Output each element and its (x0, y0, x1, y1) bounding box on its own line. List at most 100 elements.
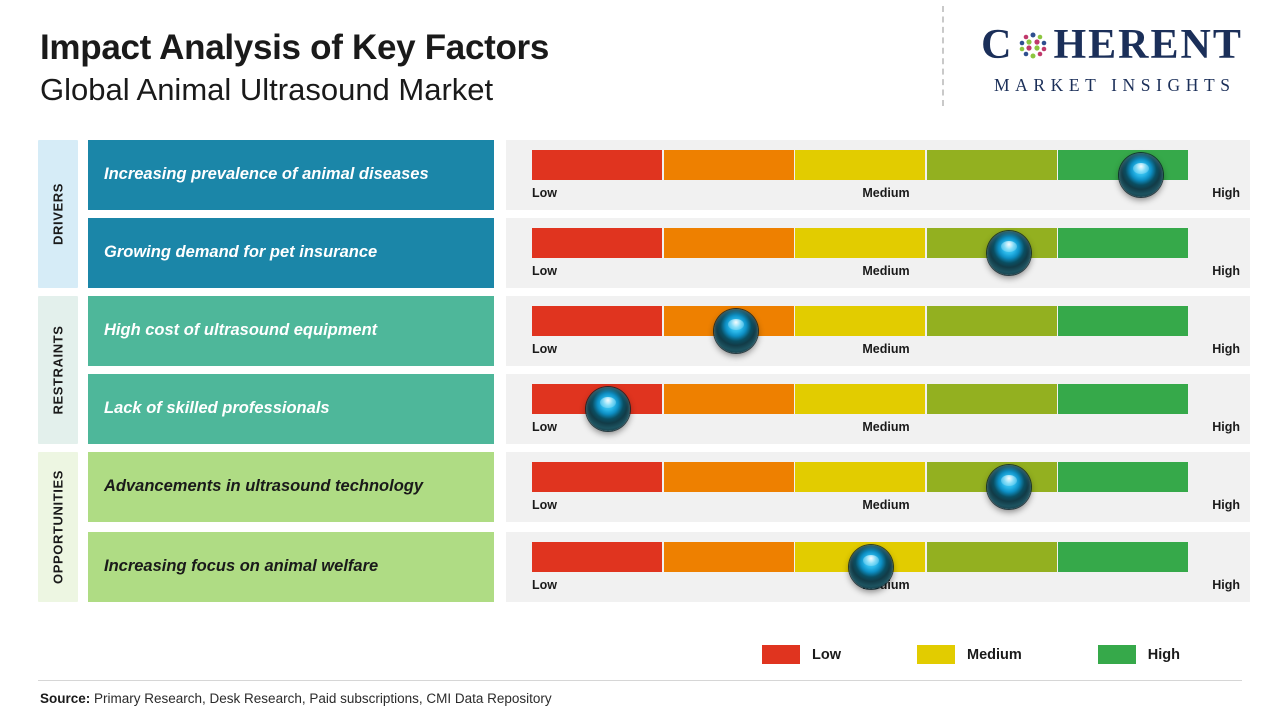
category-label-restraints: RESTRAINTS (50, 325, 66, 415)
globe-icon (1015, 27, 1051, 63)
gauge-ticks: Low Medium High (532, 342, 1240, 362)
table-row: High cost of ultrasound equipment Low (88, 296, 1250, 366)
gauge-ticks: Low Medium High (532, 186, 1240, 206)
table-row: Growing demand for pet insurance Low (88, 218, 1250, 288)
gauge-bar (532, 150, 1190, 197)
tick-label-medium: Medium (862, 420, 910, 434)
gauge-segment-2 (663, 150, 794, 180)
gauge-segment-3 (795, 150, 926, 180)
legend-item-low: Low (762, 645, 841, 664)
chart-legend: Low Medium High (762, 645, 1180, 664)
group-body-opportunities: Advancements in ultrasound technology Lo… (88, 452, 1250, 602)
tick-label-high: High (1212, 498, 1240, 512)
tick-label-medium: Medium (862, 186, 910, 200)
logo-letters-herent: HERENT (1053, 22, 1243, 68)
tick-label-high: High (1212, 342, 1240, 356)
gauge-segment-2 (663, 228, 794, 258)
gauge-marker[interactable] (1118, 153, 1163, 197)
legend-label-medium: Medium (967, 646, 1022, 663)
legend-swatch-low (762, 645, 800, 664)
gauge-segment-1 (532, 542, 663, 572)
footer-divider (38, 680, 1242, 681)
tick-label-low: Low (532, 264, 557, 278)
logo-letter-c: C (981, 22, 1014, 68)
gauge-segment-3 (795, 462, 926, 492)
factor-label: Increasing prevalence of animal diseases (88, 140, 494, 210)
gauge-bar (532, 542, 1190, 589)
impact-gauge: Low Medium High (506, 140, 1250, 210)
tick-label-medium: Medium (862, 342, 910, 356)
gauge-segment-5 (1058, 462, 1189, 492)
category-label-opportunities: OPPORTUNITIES (50, 470, 66, 584)
gauge-ticks: Low Medium High (532, 498, 1240, 518)
table-row: Advancements in ultrasound technology Lo… (88, 452, 1250, 522)
tick-label-medium: Medium (862, 498, 910, 512)
factor-label: High cost of ultrasound equipment (88, 296, 494, 366)
tick-label-low: Low (532, 342, 557, 356)
legend-label-low: Low (812, 646, 841, 663)
factor-label: Lack of skilled professionals (88, 374, 494, 444)
category-strip-opportunities: OPPORTUNITIES (38, 452, 78, 602)
gauge-marker[interactable] (848, 545, 893, 589)
page-title: Impact Analysis of Key Factors (40, 28, 550, 67)
gauge-bar (532, 384, 1190, 431)
gauge-segment-2 (663, 462, 794, 492)
gauge-marker[interactable] (987, 231, 1032, 275)
group-opportunities: OPPORTUNITIES Advancements in ultrasound… (38, 452, 1250, 602)
factor-label: Increasing focus on animal welfare (88, 532, 494, 602)
impact-gauge: Low Medium High (506, 296, 1250, 366)
group-drivers: DRIVERS Increasing prevalence of animal … (38, 140, 1250, 288)
gauge-segment-2 (663, 384, 794, 414)
gauge-segment-5 (1058, 542, 1189, 572)
gauge-segment-4 (926, 542, 1057, 572)
impact-gauge: Low Medium High (506, 374, 1250, 444)
category-label-drivers: DRIVERS (50, 183, 66, 245)
gauge-marker[interactable] (987, 465, 1032, 509)
legend-item-medium: Medium (917, 645, 1022, 664)
gauge-segment-3 (795, 228, 926, 258)
gauge-marker[interactable] (713, 309, 758, 353)
gauge-segment-1 (532, 228, 663, 258)
table-row: Lack of skilled professionals Low (88, 374, 1250, 444)
impact-gauge: Low Medium High (506, 532, 1250, 602)
category-strip-restraints: RESTRAINTS (38, 296, 78, 444)
gauge-marker[interactable] (585, 387, 630, 431)
factor-label: Advancements in ultrasound technology (88, 452, 494, 522)
gauge-segment-2 (663, 542, 794, 572)
tick-label-high: High (1212, 578, 1240, 592)
tick-label-low: Low (532, 498, 557, 512)
gauge-bar (532, 306, 1190, 353)
gauge-segment-3 (795, 384, 926, 414)
logo-tagline: MARKET INSIGHTS (993, 75, 1236, 95)
source-text: Primary Research, Desk Research, Paid su… (90, 691, 552, 706)
tick-label-high: High (1212, 186, 1240, 200)
table-row: Increasing prevalence of animal diseases… (88, 140, 1250, 210)
logo-wordmark: C (962, 22, 1262, 68)
legend-swatch-high (1097, 645, 1136, 664)
category-strip-drivers: DRIVERS (38, 140, 78, 288)
source-label: Source: (40, 691, 91, 706)
tick-label-medium: Medium (862, 264, 910, 278)
legend-swatch-medium (917, 645, 955, 664)
brand-logo: C (962, 22, 1262, 96)
gauge-segment-3 (795, 306, 926, 336)
legend-item-high: High (1097, 645, 1180, 664)
legend-label-high: High (1147, 646, 1180, 663)
gauge-segment-5 (1058, 384, 1189, 414)
header: Impact Analysis of Key Factors Global An… (40, 28, 920, 110)
impact-gauge: Low Medium High (506, 218, 1250, 288)
gauge-ticks: Low Medium High (532, 264, 1240, 284)
gauge-bar (532, 462, 1190, 509)
gauge-segment-4 (926, 306, 1057, 336)
tick-label-low: Low (532, 578, 557, 592)
tick-label-high: High (1212, 420, 1240, 434)
gauge-segment-4 (926, 150, 1057, 180)
gauge-segment-4 (926, 384, 1057, 414)
gauge-segment-5 (1058, 228, 1189, 258)
table-row: Increasing focus on animal welfare Low (88, 532, 1250, 602)
page-subtitle: Global Animal Ultrasound Market (40, 72, 494, 108)
gauge-segment-1 (532, 306, 663, 336)
tick-label-high: High (1212, 264, 1240, 278)
group-body-drivers: Increasing prevalence of animal diseases… (88, 140, 1250, 288)
